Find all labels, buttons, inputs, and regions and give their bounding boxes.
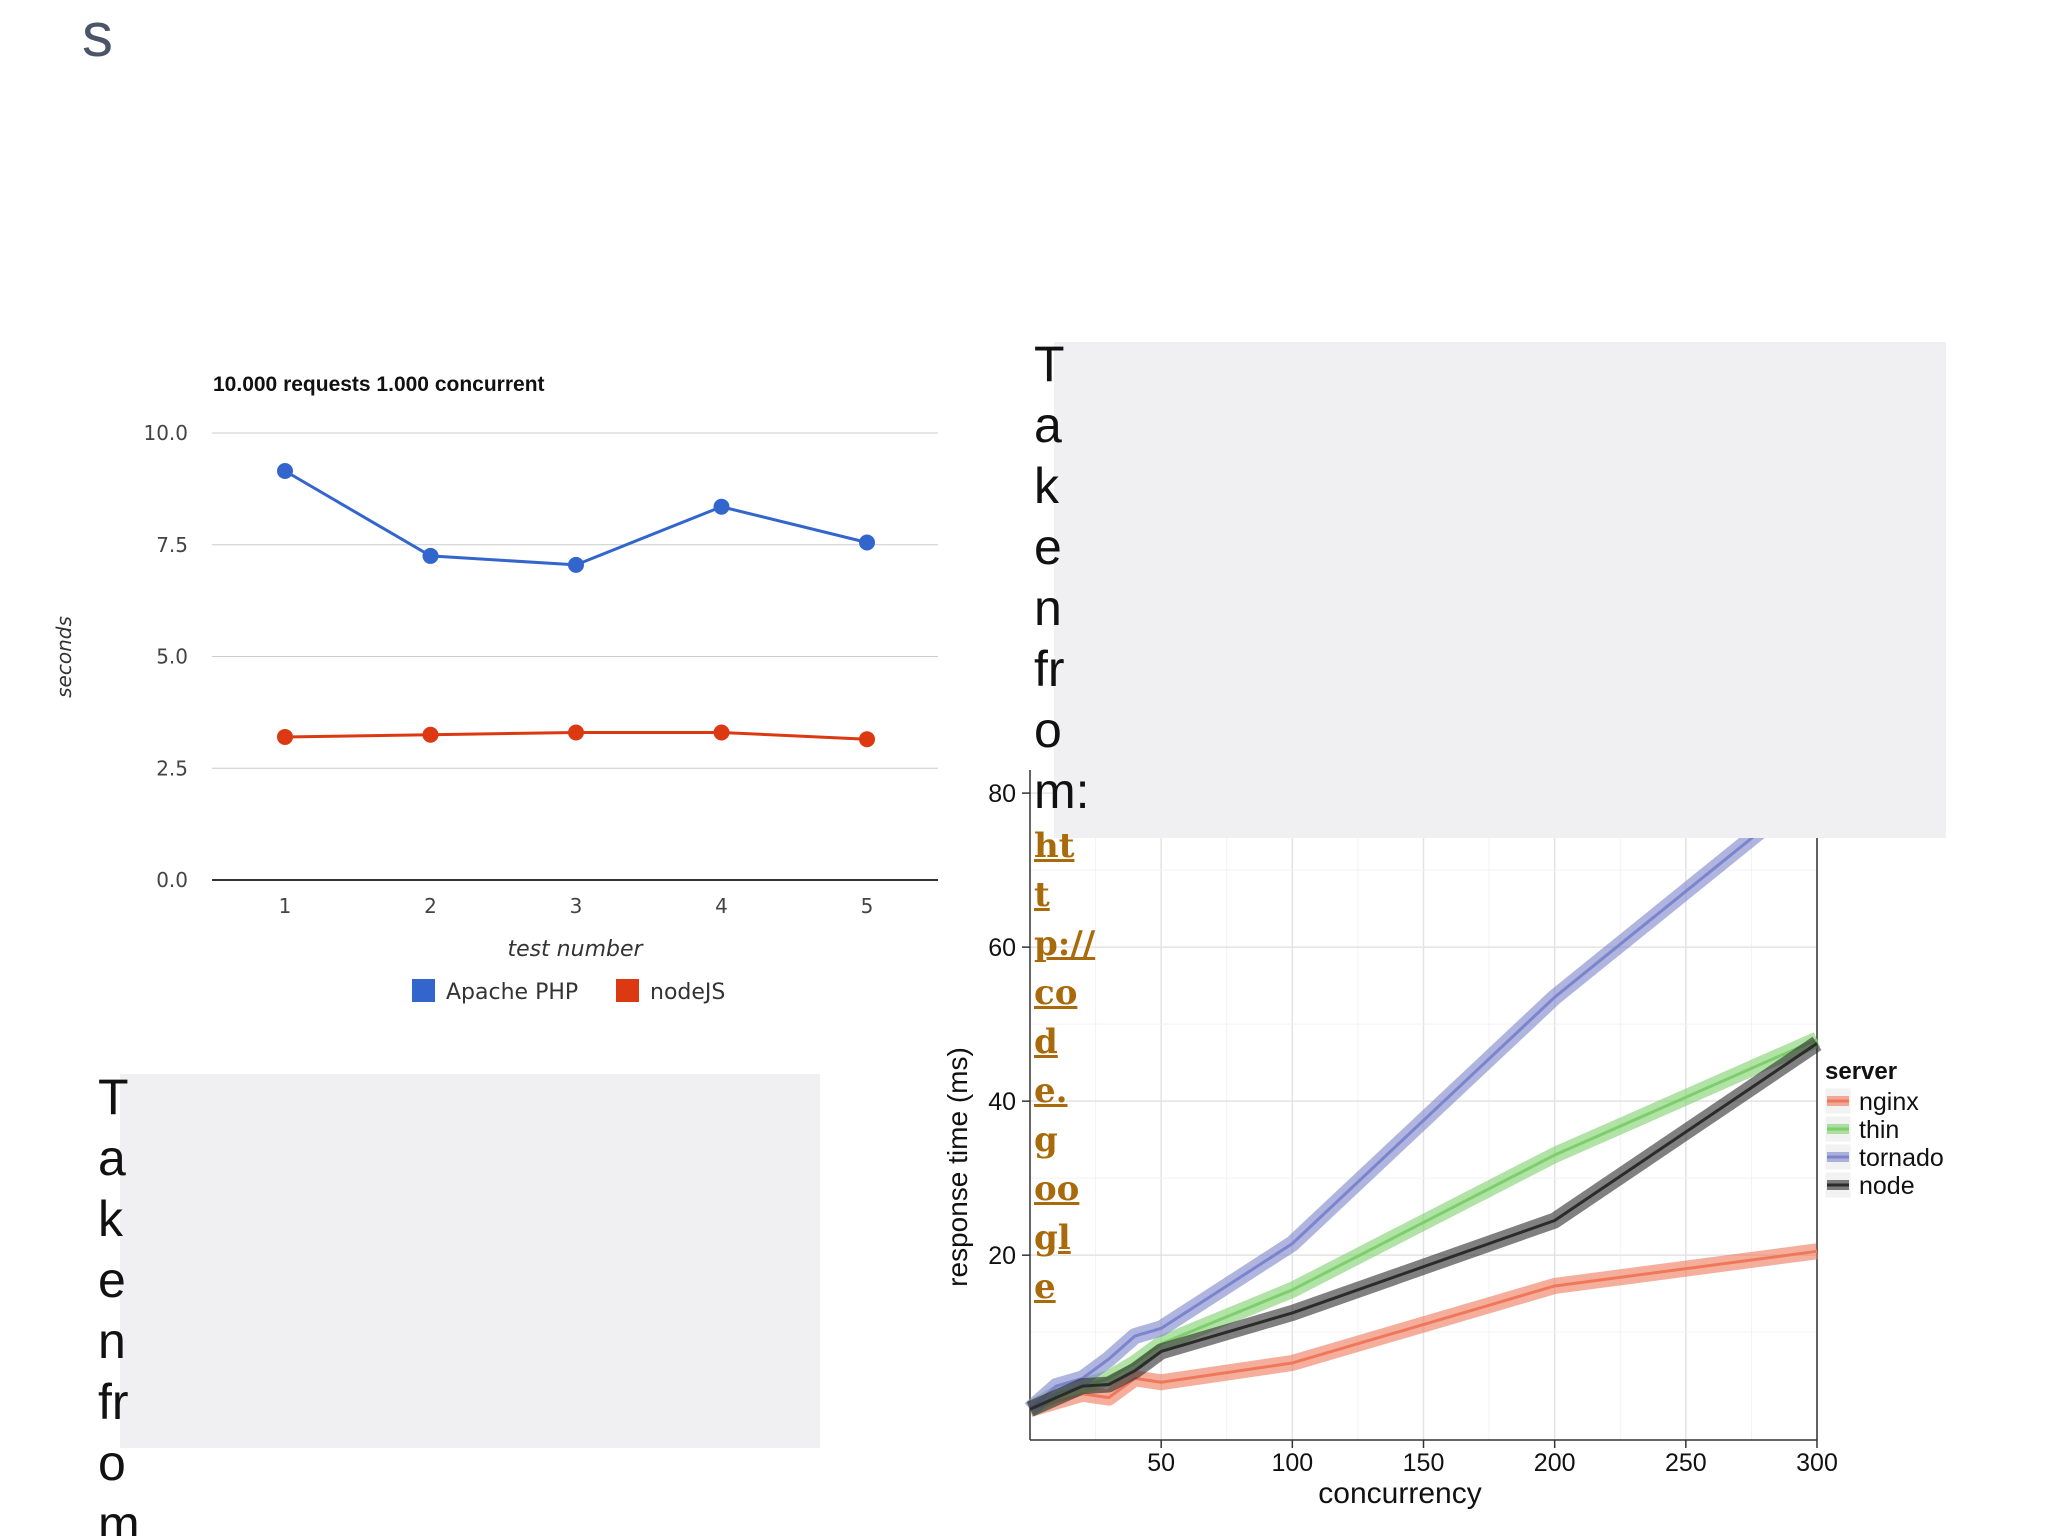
slide-title: s: [82, 1, 113, 70]
x-tick-label: 5: [861, 894, 874, 918]
y-tick-label: 7.5: [156, 533, 188, 557]
data-point: [422, 547, 439, 564]
chart-concurrency: 20 40 60 80 50 100 150 200 250 300 concurrency resp…: [940, 770, 1980, 1536]
y-tick-label: 2.5: [156, 756, 188, 780]
x-axis-title: test number: [507, 937, 644, 962]
y-tick-label: 0.0: [156, 868, 188, 892]
legend-label: node: [1859, 1172, 1915, 1200]
x-tick-label: 3: [570, 894, 583, 918]
legend-title: server: [1825, 1058, 1897, 1085]
caption-left: Taken from: [98, 1067, 144, 1536]
x-tick-label: 4: [715, 894, 728, 918]
x-tick-label: 100: [1271, 1449, 1313, 1477]
x-tick-label: 150: [1403, 1449, 1445, 1477]
image-placeholder-right: [1054, 342, 1946, 838]
x-axis-title: concurrency: [1318, 1477, 1481, 1510]
x-tick-label: 2: [424, 894, 437, 918]
data-point: [277, 462, 293, 479]
data-point: [713, 724, 730, 741]
legend-label: tornado: [1859, 1144, 1944, 1172]
legend-label: nginx: [1859, 1088, 1919, 1116]
legend-swatch: [412, 979, 435, 1002]
y-tick-label: 40: [988, 1088, 1016, 1116]
caption-right: Taken from: http://code.google: [1034, 334, 1096, 1312]
x-tick-label: 250: [1665, 1449, 1707, 1477]
y-tick-label: 80: [988, 780, 1016, 808]
y-axis-title: response time (ms): [942, 1047, 973, 1287]
legend-label: thin: [1859, 1116, 1899, 1144]
chart-requests: 10.000 requests 1.000 concurrent 0.0 2.5 5.…: [40, 360, 960, 1020]
data-point: [422, 726, 439, 743]
data-point: [568, 724, 584, 741]
y-tick-label: 5.0: [156, 645, 188, 669]
x-tick-label: 1: [279, 894, 292, 918]
legend-label: Apache PHP: [446, 980, 578, 1005]
y-axis-title: seconds: [52, 616, 76, 698]
series-line-node: [1029, 1042, 1818, 1411]
series-line-tornado: [1029, 784, 1818, 1411]
caption-left-text: Taken from: [98, 1069, 140, 1536]
y-tick-label: 10.0: [143, 421, 188, 445]
data-point: [859, 534, 875, 551]
y-tick-label: 20: [988, 1242, 1016, 1270]
legend-swatch: [616, 979, 639, 1002]
chart-requests-svg: 10.000 requests 1.000 concurrent 0.0 2.5 5.…: [52, 373, 938, 1005]
data-point: [568, 556, 584, 573]
chart-title: 10.000 requests 1.000 concurrent: [213, 373, 545, 396]
data-point: [277, 728, 293, 745]
legend-label: nodeJS: [650, 980, 725, 1005]
x-tick-label: 200: [1534, 1449, 1576, 1477]
x-tick-label: 50: [1147, 1449, 1175, 1477]
series-line-apache-php: [284, 469, 868, 567]
data-point: [713, 498, 730, 515]
source-link[interactable]: http://code.google: [1034, 826, 1096, 1307]
y-tick-label: 60: [988, 934, 1016, 962]
image-placeholder-left: [120, 1074, 820, 1448]
caption-right-text: Taken from:: [1034, 336, 1090, 819]
data-point: [859, 731, 875, 748]
chart-concurrency-svg: 20 40 60 80 50 100 150 200 250 300 concurrency resp…: [942, 770, 1944, 1510]
x-tick-label: 300: [1796, 1449, 1838, 1477]
